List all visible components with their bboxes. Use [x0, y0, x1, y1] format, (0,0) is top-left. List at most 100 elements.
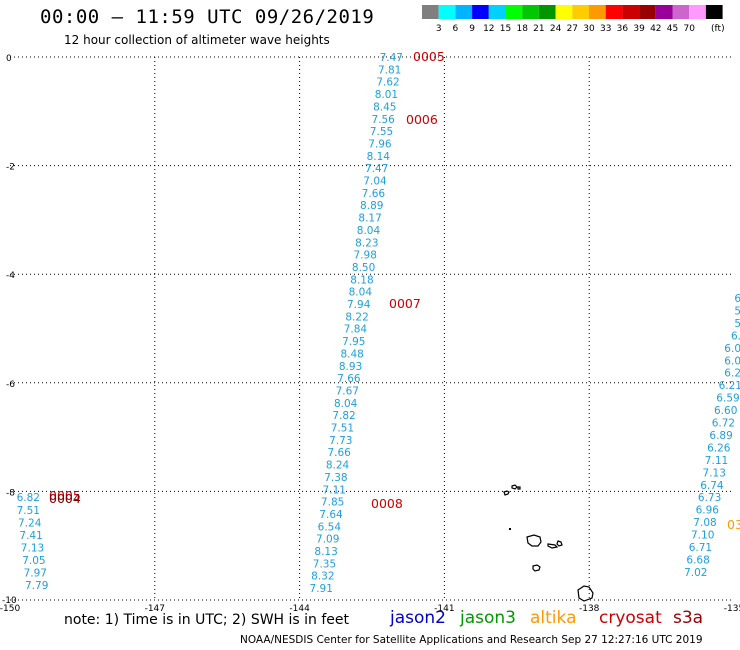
legend-swatch	[605, 5, 623, 19]
track-value: 8.04	[334, 398, 358, 410]
island-outline	[532, 564, 541, 572]
legend-label: 24	[550, 24, 562, 34]
track-value: 6.2	[724, 368, 740, 380]
track-value: 7.56	[371, 114, 395, 126]
track-value: 7.05	[22, 555, 45, 567]
track-time-label: 0004	[49, 491, 81, 506]
track-value: 7.47	[365, 163, 388, 175]
legend-label: 30	[583, 24, 595, 34]
track-value: 8.93	[339, 361, 362, 373]
legend-swatch	[705, 5, 723, 19]
track-value: 7.81	[378, 64, 401, 76]
track-time-label: 0006	[406, 112, 438, 127]
track-value: 7.79	[25, 580, 48, 592]
legend-swatch	[655, 5, 673, 19]
legend-label: 45	[667, 24, 678, 34]
track-value: 7.62	[376, 77, 399, 89]
track-value: 7.02	[684, 567, 707, 579]
track-value: 7.64	[319, 509, 343, 521]
legend-label: 42	[650, 24, 661, 34]
island-outline	[511, 484, 518, 490]
track-value: 7.84	[344, 324, 368, 336]
island-outline	[509, 528, 511, 530]
legend-label: 6	[453, 24, 459, 34]
x-tick-label: -144	[289, 604, 310, 614]
track-value: 7.10	[691, 530, 714, 542]
legend-swatch	[622, 5, 640, 19]
track-value: 7.98	[354, 250, 377, 262]
legend-swatch	[555, 5, 573, 19]
track-value: 8.24	[326, 460, 350, 472]
map-subtitle: 12 hour collection of altimeter wave hei…	[64, 33, 330, 47]
track-value: 8.23	[355, 237, 378, 249]
legend-label: 27	[567, 24, 578, 34]
track-time-label: 0007	[389, 296, 421, 311]
x-tick-label: -138	[579, 604, 600, 614]
track-value: 6.26	[707, 442, 731, 454]
track-value: 7.66	[327, 447, 351, 459]
track-value: 6.60	[714, 405, 737, 417]
legend-label: 70	[683, 24, 695, 34]
legend-label: 18	[516, 24, 528, 34]
track-value: 7.66	[362, 188, 386, 200]
satellite-label-altika: altika	[530, 608, 577, 628]
x-tick-label: -147	[145, 604, 165, 614]
y-tick-label: 0	[6, 54, 12, 64]
track-value: 8.13	[314, 546, 337, 558]
track-value: 5	[734, 305, 740, 317]
track-value: 7.67	[336, 385, 359, 397]
track-value: 7.08	[693, 517, 716, 529]
track-value: 8.45	[373, 101, 396, 113]
legend-swatch	[572, 5, 589, 19]
map-title: 00:00 – 11:59 UTC 09/26/2019	[40, 6, 375, 28]
track-value: 6.89	[709, 430, 732, 442]
track-value: 7.11	[323, 484, 346, 496]
color-legend: 3 6 9 12 15 18 21 24 27 30 33 36 39 42 45 70 (ft)	[422, 5, 725, 34]
track-value: 7.55	[370, 126, 393, 138]
track-value: 8.50	[352, 262, 375, 274]
track-value: 6.68	[686, 554, 709, 566]
track-time-label: 0008	[371, 496, 403, 511]
track-time-label: 0005	[413, 49, 445, 64]
legend-swatch	[455, 5, 473, 19]
track-value: 6.74	[700, 480, 724, 492]
track-value: 6.82	[17, 492, 40, 504]
x-tick-label: -135	[724, 604, 740, 614]
track-time-label: 03	[727, 517, 740, 532]
legend-swatch	[589, 5, 606, 19]
y-tick-label: -6	[6, 380, 15, 390]
track-value: 7.91	[310, 583, 333, 595]
legend-swatch	[522, 5, 539, 19]
track-value: 6	[734, 293, 740, 305]
legend-label: 36	[617, 24, 629, 34]
track-value: 7.41	[19, 530, 42, 542]
satellite-label-s3a: s3a	[673, 608, 704, 628]
legend-swatch	[689, 5, 706, 19]
track-value: 7.94	[347, 299, 371, 311]
track-value: 8.18	[350, 274, 373, 286]
legend-label: 9	[469, 24, 475, 34]
island-outline	[577, 585, 594, 602]
y-tick-label: -10	[2, 596, 17, 606]
track-value: 7.82	[332, 410, 355, 422]
track-value: 6.0	[724, 343, 740, 355]
track-value: 6.21	[719, 380, 740, 392]
track-value: 8.32	[311, 571, 334, 583]
track-value: 7.73	[329, 435, 352, 447]
satellite-label-jason2: jason2	[390, 608, 446, 628]
track-value: 7.95	[342, 336, 365, 348]
legend-swatch	[672, 5, 690, 19]
footer-credit: NOAA/NESDIS Center for Satellite Applica…	[240, 634, 703, 646]
track-value: 7.96	[368, 138, 392, 150]
track-value: 7.35	[313, 558, 336, 570]
track-value: 7.51	[17, 505, 40, 517]
legend-label: 33	[600, 24, 611, 34]
legend-swatch	[438, 5, 456, 19]
track-value: 7.13	[21, 543, 44, 555]
track-value: 6.71	[689, 542, 712, 554]
track-value: 6.72	[712, 418, 735, 430]
legend-label: 15	[500, 24, 511, 34]
island-outline	[556, 540, 563, 547]
legend-swatch	[505, 5, 523, 19]
